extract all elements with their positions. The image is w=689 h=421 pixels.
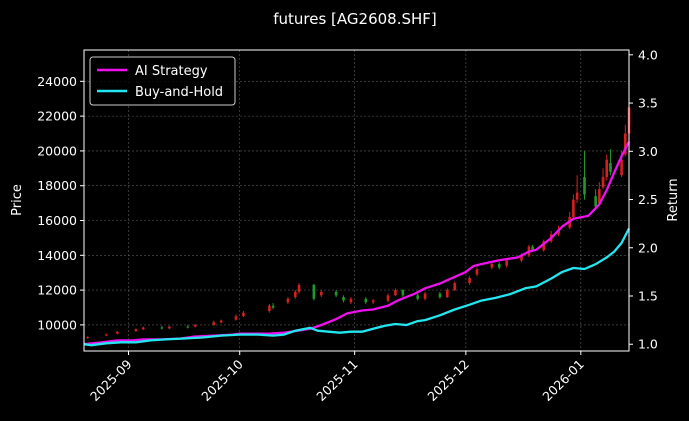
y2-tick-label: 1.0 <box>638 337 658 352</box>
candle-body <box>160 327 164 329</box>
candle-body <box>242 312 245 317</box>
candle-body <box>453 283 457 291</box>
candle-body <box>349 298 353 303</box>
candle-body <box>364 298 368 303</box>
y2-tick-label: 4.0 <box>638 47 658 62</box>
candle-body <box>475 269 479 275</box>
candle-body <box>601 177 605 188</box>
candle-body <box>319 291 323 296</box>
candle-body <box>572 199 575 218</box>
candle-body <box>167 326 171 329</box>
candle-body <box>371 300 375 303</box>
candle-body <box>334 291 338 296</box>
candle-body <box>142 327 145 330</box>
candle-body <box>446 290 449 298</box>
candle-body <box>234 316 238 320</box>
candle-body <box>605 159 609 178</box>
candle-body <box>219 320 223 323</box>
candle-body <box>609 163 612 172</box>
candle-body <box>623 133 627 155</box>
candle-body <box>497 264 501 268</box>
legend: AI Strategy Buy-and-Hold <box>89 56 236 106</box>
legend-label-buy-and-hold: Buy-and-Hold <box>135 85 223 100</box>
candle-body <box>134 329 138 331</box>
candle-body <box>342 297 345 301</box>
y2-tick-label: 2.0 <box>638 240 658 255</box>
candle-body <box>594 196 597 207</box>
y-tick-label: 12000 <box>37 283 77 298</box>
y2-tick-label: 2.5 <box>638 192 658 207</box>
candle-body <box>505 260 508 266</box>
series-layer <box>83 141 631 347</box>
candle-body <box>312 284 316 299</box>
y2-axis-title: Return <box>666 178 681 221</box>
candle-body <box>286 298 290 303</box>
candle-body <box>386 295 390 301</box>
y-axis-title: Price <box>10 184 25 216</box>
candle-body <box>583 177 586 195</box>
candle-body <box>401 290 405 296</box>
candle-body <box>212 322 216 325</box>
grid-layer <box>84 50 629 351</box>
candle-body <box>620 159 623 176</box>
candle-body <box>394 290 397 296</box>
y-tick-label: 16000 <box>37 213 77 228</box>
candle-body <box>598 189 601 204</box>
candle-body <box>531 246 534 251</box>
y-tick-label: 22000 <box>37 109 77 124</box>
plot-frame <box>83 49 630 352</box>
candle-body <box>542 241 546 251</box>
candle-body <box>271 305 275 308</box>
candle-body <box>193 324 197 327</box>
candle-layer <box>86 95 631 339</box>
candle-body <box>520 255 523 261</box>
candle-body <box>438 293 442 298</box>
y-tick-label: 20000 <box>37 143 77 158</box>
y2-tick-label: 1.5 <box>638 289 658 304</box>
y-tick-label: 14000 <box>37 248 77 263</box>
candle-body <box>294 291 297 298</box>
y-tick-label: 18000 <box>37 178 77 193</box>
y2-tick-label: 3.0 <box>638 144 658 159</box>
candle-body <box>575 192 579 200</box>
candle-body <box>490 264 494 268</box>
candle-body <box>104 334 108 336</box>
y-tick-label: 24000 <box>37 74 77 89</box>
ai-strategy-line <box>83 141 631 346</box>
candle-body <box>116 331 119 334</box>
y2-tick-label: 3.5 <box>638 96 658 111</box>
candle-body <box>468 277 471 284</box>
candle-body <box>268 305 271 311</box>
candle-body <box>186 326 190 328</box>
chart-title: futures [AG2608.SHF] <box>273 10 437 28</box>
candle-body <box>297 284 301 292</box>
legend-label-ai-strategy: AI Strategy <box>135 64 208 79</box>
y-tick-label: 10000 <box>37 317 77 332</box>
candle-body <box>416 295 419 299</box>
candle-body <box>86 337 90 339</box>
candle-body <box>423 293 427 299</box>
buy-and-hold-line <box>83 227 631 347</box>
